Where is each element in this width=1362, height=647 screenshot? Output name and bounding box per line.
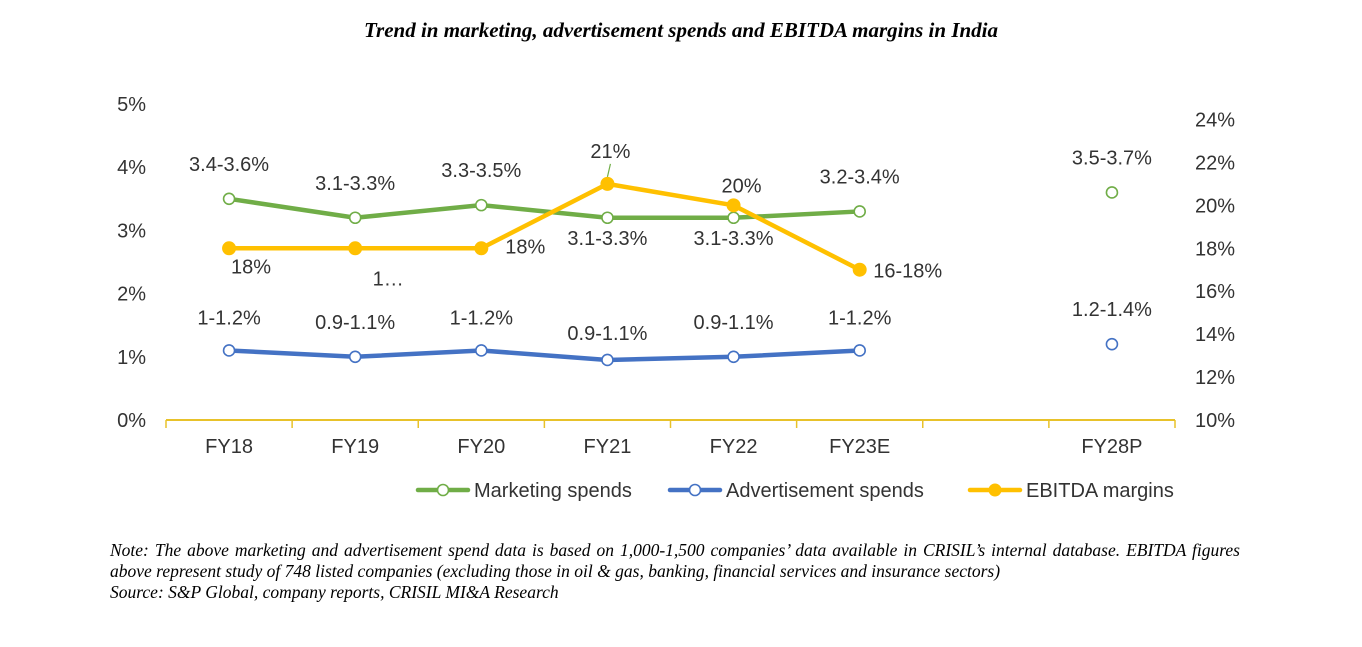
data-point-1 <box>853 344 866 357</box>
data-point-1 <box>475 344 488 357</box>
data-point-0 <box>853 205 866 218</box>
data-label: 1-1.2% <box>828 307 892 329</box>
series-markers <box>222 176 1119 367</box>
x-tick-label: FY23E <box>829 436 890 458</box>
source-text: Source: S&P Global, company reports, CRI… <box>110 582 559 602</box>
x-tick-label: FY22 <box>710 436 758 458</box>
series-line-1 <box>226 348 862 363</box>
legend-label: EBITDA margins <box>1026 480 1174 502</box>
legend-swatch-marker <box>436 483 450 497</box>
data-label: 1… <box>373 268 404 290</box>
data-label: 16-18% <box>873 261 942 283</box>
data-label: 3.4-3.6% <box>189 154 269 176</box>
data-label: 0.9-1.1% <box>567 323 647 345</box>
y-right-tick-label: 22% <box>1195 152 1235 174</box>
y-left-tick-label: 2% <box>117 284 146 306</box>
data-point-0 <box>475 198 488 212</box>
data-point-0 <box>222 192 236 206</box>
data-label: 3.1-3.3% <box>694 228 774 250</box>
data-point-1 <box>1105 337 1119 351</box>
data-point-2 <box>600 176 615 191</box>
y-right-tick-label: 12% <box>1195 367 1235 389</box>
data-label: 18% <box>231 256 271 278</box>
x-tick-label: FY21 <box>584 436 632 458</box>
x-tick-label: FY18 <box>205 436 253 458</box>
data-point-1 <box>348 350 362 364</box>
data-label: 3.3-3.5% <box>441 160 521 182</box>
data-point-1 <box>601 353 614 367</box>
data-point-0 <box>601 211 614 225</box>
legend: Marketing spends Advertisement spends EBIT… <box>415 480 1174 502</box>
data-label: 21% <box>590 141 630 163</box>
data-point-0 <box>348 211 362 225</box>
x-tick-label: FY19 <box>331 436 379 458</box>
legend-swatch-marker <box>988 483 1002 497</box>
leader-line <box>606 163 612 178</box>
data-label: 20% <box>722 175 762 197</box>
y-left-tick-label: 4% <box>117 157 146 179</box>
data-point-0 <box>727 211 740 225</box>
y-left-tick-label: 1% <box>117 347 146 369</box>
y-right-tick-label: 18% <box>1195 238 1235 260</box>
data-label: 0.9-1.1% <box>315 312 395 334</box>
notes-block: Note: The above marketing and advertisem… <box>110 540 1240 603</box>
series-lines <box>226 181 862 363</box>
data-point-2 <box>222 241 237 256</box>
data-label: 3.1-3.3% <box>567 228 647 250</box>
data-point-1 <box>727 350 740 364</box>
x-tick-label: FY20 <box>457 436 505 458</box>
legend-swatch-marker <box>688 483 702 497</box>
y-right-tick-label: 16% <box>1195 281 1235 303</box>
note-text: Note: The above marketing and advertisem… <box>110 540 1240 581</box>
data-labels: 3.4-3.6% 3.1-3.3% 3.3-3.5% 3.1-3.3% 3.1-3.3%… <box>189 141 1152 345</box>
chart-title: Trend in marketing, advertisement spends… <box>364 18 998 42</box>
data-point-2 <box>852 262 867 277</box>
y-left-tick-label: 0% <box>117 410 146 432</box>
data-label: 3.2-3.4% <box>820 166 900 188</box>
data-label: 1-1.2% <box>197 307 261 329</box>
legend-label: Marketing spends <box>474 480 632 502</box>
y-right-tick-label: 24% <box>1195 109 1235 131</box>
y-right-tick-label: 10% <box>1195 410 1235 432</box>
x-tick-label: FY28P <box>1081 436 1142 458</box>
data-label: 1-1.2% <box>450 307 514 329</box>
data-point-1 <box>222 344 236 357</box>
data-label: 3.5-3.7% <box>1072 147 1152 169</box>
series-line-2 <box>226 181 862 272</box>
data-label: 3.1-3.3% <box>315 173 395 195</box>
data-point-0 <box>1105 186 1119 199</box>
y-right-tick-label: 14% <box>1195 324 1235 346</box>
data-label: 18% <box>505 236 545 258</box>
y-right-tick-label: 20% <box>1195 195 1235 217</box>
data-point-2 <box>726 198 741 213</box>
y-left-tick-label: 5% <box>117 94 146 116</box>
data-label: 1.2-1.4% <box>1072 299 1152 321</box>
data-point-2 <box>474 241 489 256</box>
legend-label: Advertisement spends <box>726 480 924 502</box>
data-point-2 <box>348 241 363 256</box>
data-label: 0.9-1.1% <box>694 312 774 334</box>
axes: FY18 FY19 FY20 FY21 FY22 FY23E FY28P 0% 1% 2% 3% 4%… <box>117 94 1235 458</box>
y-left-tick-label: 3% <box>117 220 146 242</box>
chart-area: FY18 FY19 FY20 FY21 FY22 FY23E FY28P 0% 1% 2% 3% 4%… <box>117 94 1235 502</box>
